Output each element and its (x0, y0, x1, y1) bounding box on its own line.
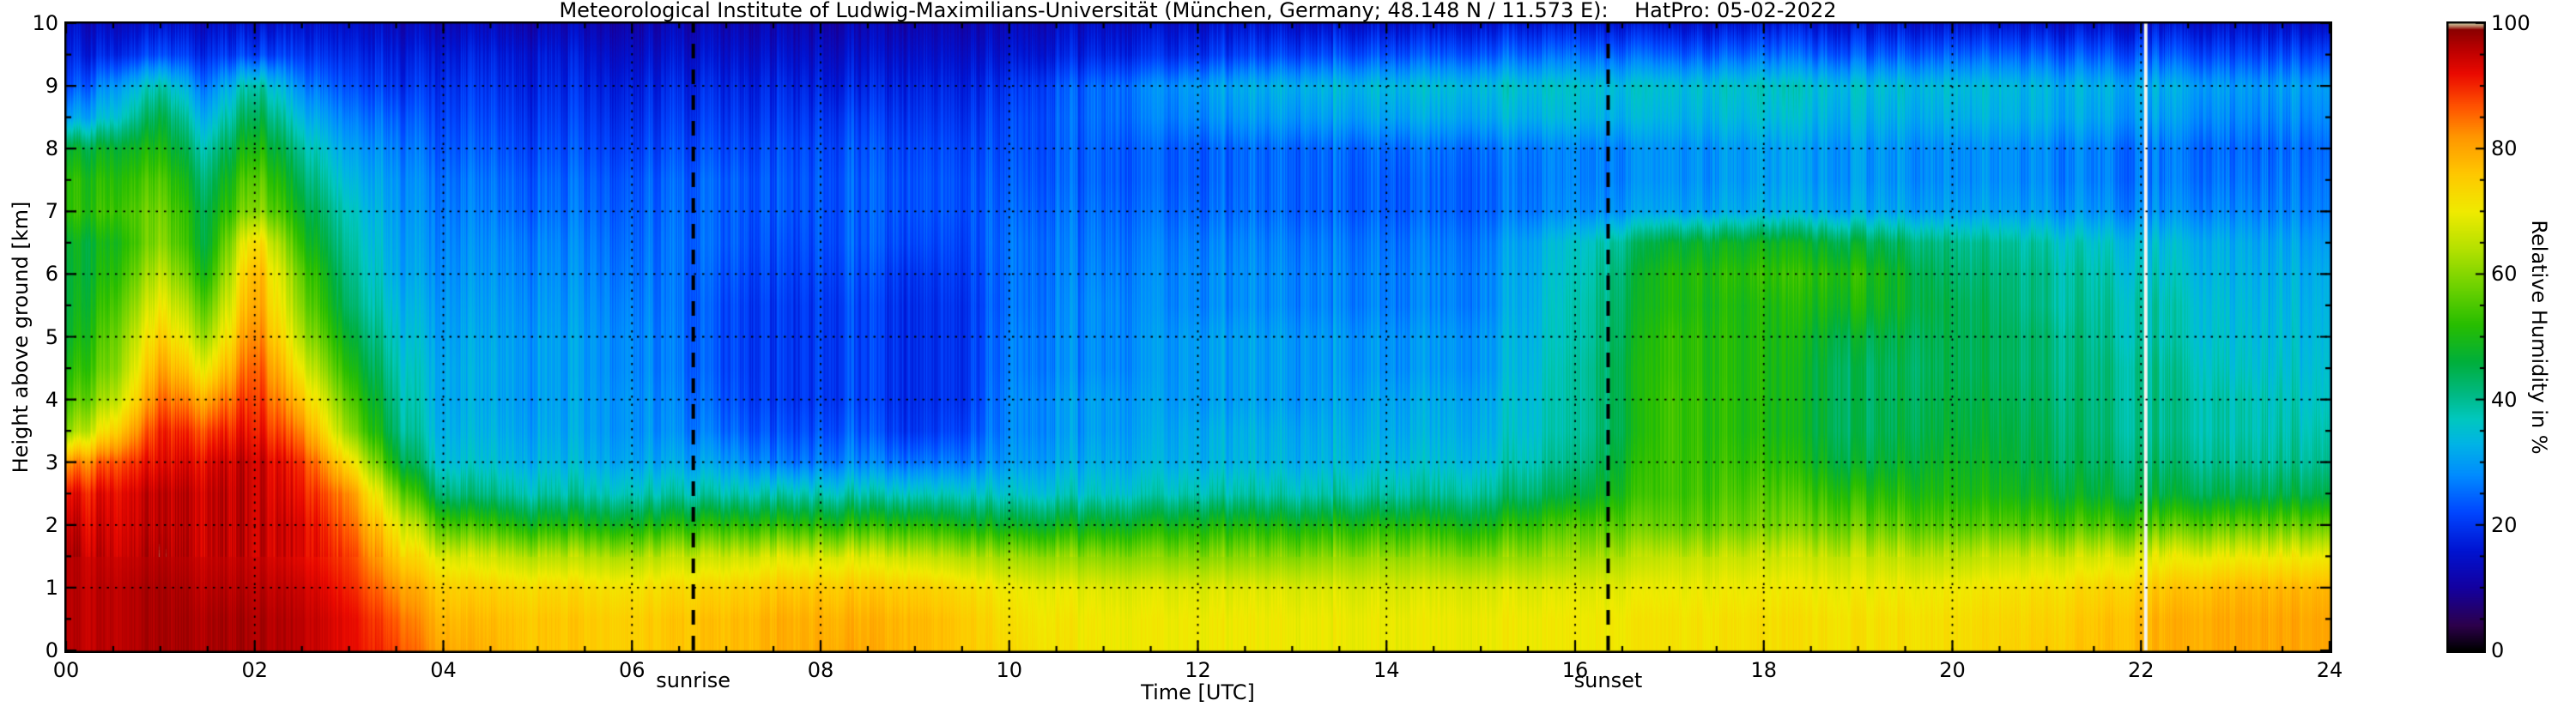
x-tick-label: 06 (618, 658, 646, 682)
colorbar-label: Relative Humidity in % (2527, 220, 2551, 455)
y-tick-label: 6 (45, 262, 58, 287)
colorbar-tick-label: 100 (2491, 11, 2531, 35)
y-tick-label: 4 (45, 387, 58, 412)
y-tick-label: 7 (45, 199, 58, 224)
colorbar-tick-label: 60 (2491, 262, 2518, 287)
y-tick-label: 10 (32, 11, 58, 35)
x-axis-label: Time [UTC] (1141, 680, 1255, 704)
x-tick-label: 18 (1750, 658, 1778, 682)
y-tick-label: 1 (45, 575, 58, 600)
x-tick-label: 00 (52, 658, 80, 682)
x-tick-label: 08 (807, 658, 834, 682)
y-axis-label: Height above ground [km] (9, 201, 33, 474)
x-tick-label: 16 (1561, 658, 1589, 682)
x-tick-label: 20 (1939, 658, 1966, 682)
x-tick-label: 10 (996, 658, 1023, 682)
sunrise-annotation: sunrise (656, 668, 731, 692)
colorbar-tick-label: 0 (2491, 638, 2505, 662)
x-tick-label: 24 (2316, 658, 2343, 682)
x-tick-label: 02 (241, 658, 269, 682)
x-tick-label: 14 (1373, 658, 1400, 682)
x-tick-label: 04 (430, 658, 457, 682)
y-tick-label: 8 (45, 136, 58, 161)
colorbar-tick-label: 20 (2491, 512, 2518, 537)
y-tick-label: 3 (45, 450, 58, 474)
chart-title: Meteorological Institute of Ludwig-Maxim… (559, 0, 1837, 22)
y-tick-label: 0 (45, 638, 58, 662)
heatmap-canvas (64, 21, 2332, 653)
x-tick-label: 12 (1185, 658, 1211, 682)
sunset-annotation: sunset (1573, 668, 1643, 692)
y-tick-label: 2 (45, 512, 58, 537)
colorbar-tick-label: 80 (2491, 136, 2518, 161)
x-tick-label: 22 (2127, 658, 2155, 682)
colorbar-canvas (2446, 21, 2486, 653)
y-tick-label: 5 (45, 324, 58, 349)
y-tick-label: 9 (45, 74, 58, 99)
colorbar-tick-label: 40 (2491, 387, 2518, 412)
